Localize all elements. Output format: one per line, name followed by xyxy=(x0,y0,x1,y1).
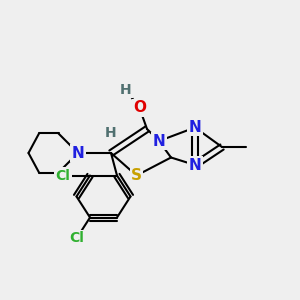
Text: O: O xyxy=(133,100,146,116)
Text: N: N xyxy=(189,120,201,135)
Text: H: H xyxy=(105,127,117,140)
Text: S: S xyxy=(131,168,142,183)
Text: Cl: Cl xyxy=(69,232,84,245)
Text: Cl: Cl xyxy=(56,169,70,182)
Text: N: N xyxy=(72,146,84,160)
Text: N: N xyxy=(153,134,165,148)
Text: H: H xyxy=(120,83,132,97)
Text: N: N xyxy=(189,158,201,172)
